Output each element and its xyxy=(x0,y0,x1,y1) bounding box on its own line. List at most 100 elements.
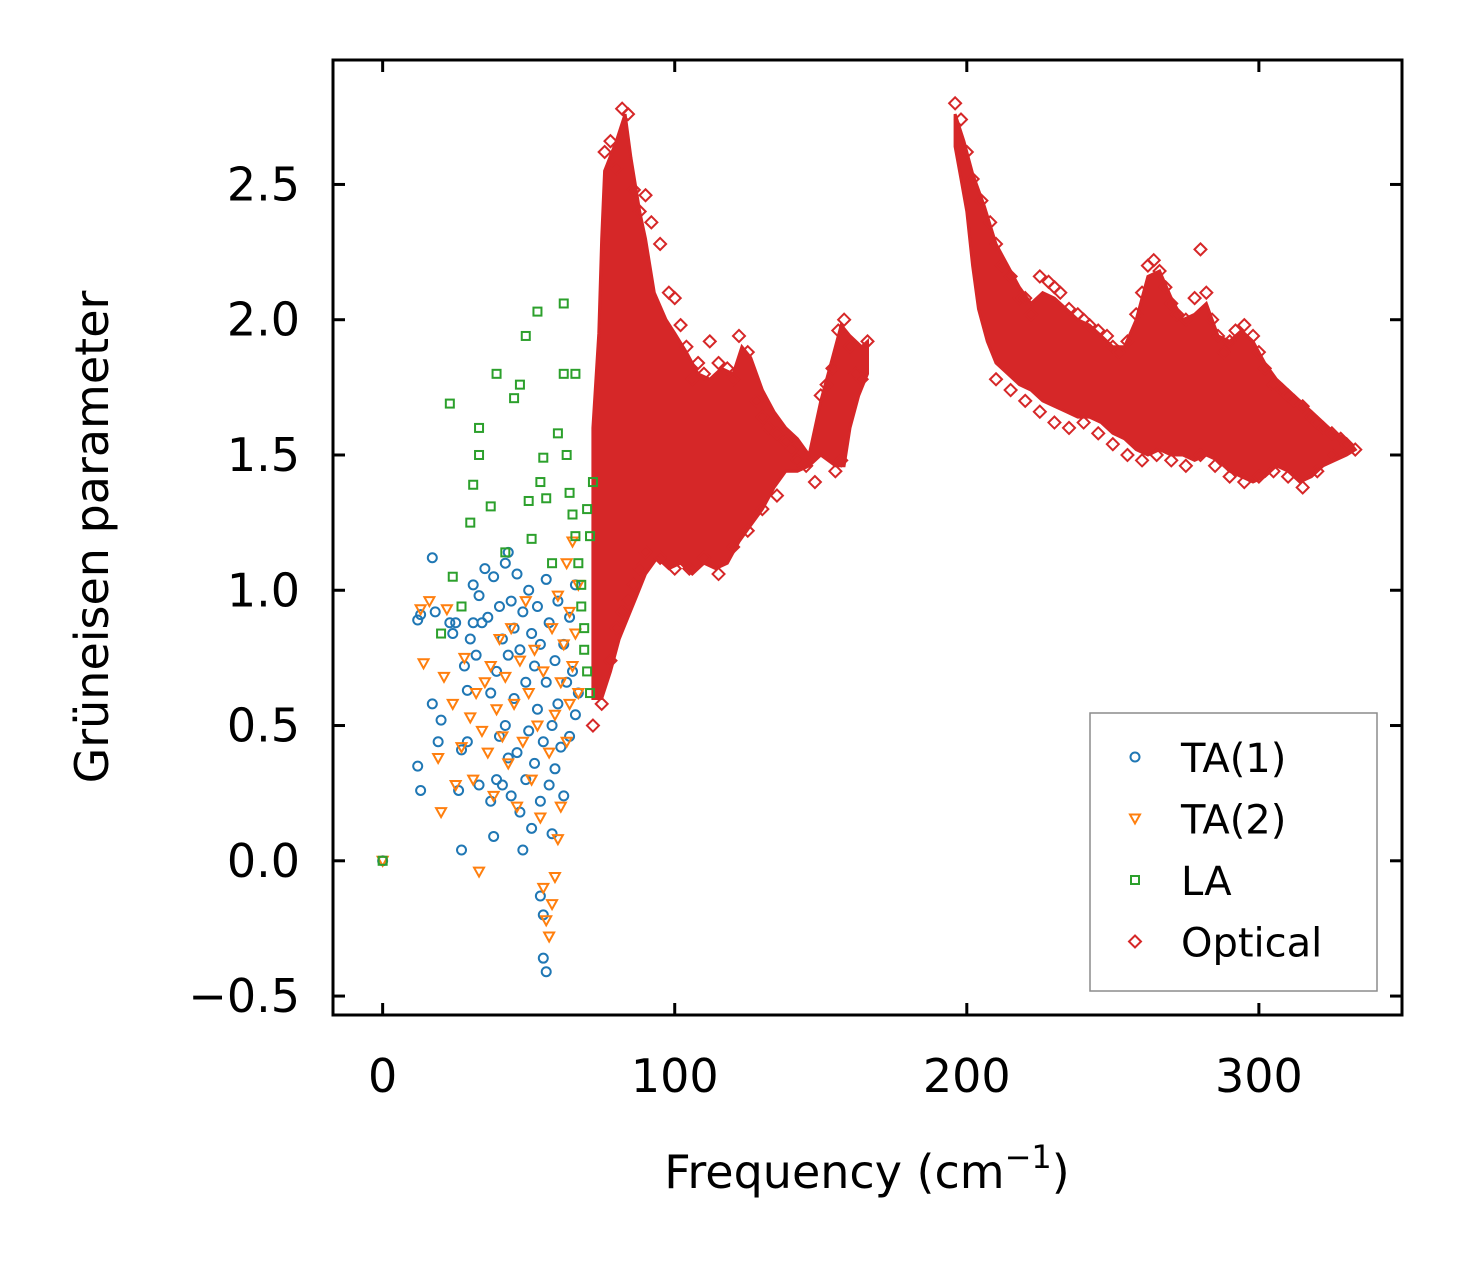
ta-1-point-34 xyxy=(491,665,503,677)
optical-point-131 xyxy=(1149,447,1165,463)
ta-1-point-85 xyxy=(564,611,576,623)
optical-point-98 xyxy=(1198,285,1214,301)
optical-point-101 xyxy=(1216,344,1232,360)
ta-2-point-3 xyxy=(416,658,431,671)
ta-1-point-56 xyxy=(523,584,535,596)
ta-1-point-39 xyxy=(499,557,511,569)
ta-2-point-9 xyxy=(446,698,460,711)
optical-point-133 xyxy=(1178,458,1194,474)
optical-point-97 xyxy=(1193,241,1208,257)
ta-2-point-40 xyxy=(539,915,553,928)
optical-point-51 xyxy=(827,463,843,479)
ta-1-point-3 xyxy=(415,609,427,621)
ta-1-point-54 xyxy=(520,676,532,688)
ta-1-point-48 xyxy=(511,568,523,580)
optical-point-47 xyxy=(842,339,858,355)
optical-point-53 xyxy=(667,561,683,577)
axes-layer xyxy=(331,58,1404,1017)
la-point-30 xyxy=(570,531,581,542)
optical-point-55 xyxy=(696,550,712,566)
ta-1-point-80 xyxy=(552,698,564,710)
ta-2-point-48 xyxy=(551,590,565,603)
la-point-18 xyxy=(532,306,543,317)
optical-point-94 xyxy=(1169,306,1185,322)
ta-1-point-25 xyxy=(473,779,485,791)
la-point-20 xyxy=(538,452,549,463)
ta-1-point-32 xyxy=(488,830,500,842)
y-tick-label-1: 1.0 xyxy=(227,563,300,617)
legend-label-ta-1: TA(1) xyxy=(1180,736,1286,782)
optical-point-52 xyxy=(833,452,849,468)
optical-point-34 xyxy=(754,409,770,425)
ta-1-point-58 xyxy=(526,628,538,640)
ta-2-point-7 xyxy=(437,671,451,684)
optical-dense-region-2 xyxy=(953,113,1358,484)
optical-point-85 xyxy=(1111,344,1127,360)
optical-point-121 xyxy=(1003,382,1019,398)
ta-2-point-38 xyxy=(536,666,550,679)
ta-2-point-25 xyxy=(498,671,513,684)
ta-1-point-88 xyxy=(569,709,581,721)
ta-1-point-62 xyxy=(531,600,543,612)
ta-2-point-12 xyxy=(457,652,472,665)
optical-point-128 xyxy=(1105,436,1121,452)
optical-point-81 xyxy=(1082,317,1097,333)
optical-point-115 xyxy=(1315,420,1331,436)
plot-frame xyxy=(331,58,1404,1017)
ta-1-point-28 xyxy=(482,611,494,623)
optical-point-49 xyxy=(854,371,870,387)
x-axis-label-close: ) xyxy=(1052,1145,1070,1199)
optical-point-119 xyxy=(1347,442,1363,457)
optical-point-15 xyxy=(626,182,642,198)
la-point-6 xyxy=(465,517,476,528)
optical-point-24 xyxy=(684,371,700,387)
ta-1-point-24 xyxy=(473,590,485,602)
ta-2-point-4 xyxy=(422,596,437,609)
ta-1-point-53 xyxy=(517,844,529,856)
optical-point-92 xyxy=(1158,279,1173,295)
la-point-10 xyxy=(485,501,496,512)
ta-1-point-66 xyxy=(534,638,546,650)
optical-point-68 xyxy=(988,236,1004,252)
la-point-29 xyxy=(570,368,581,379)
ta-2-point-46 xyxy=(548,709,562,722)
optical-point-60 xyxy=(769,488,785,503)
la-point-28 xyxy=(567,509,578,520)
la-point-13 xyxy=(509,393,520,404)
ta-2-point-49 xyxy=(554,677,568,690)
optical-point-65 xyxy=(965,171,981,187)
optical-point-112 xyxy=(1295,398,1311,414)
ta-2-point-55 xyxy=(562,698,577,711)
legend-label-optical: Optical xyxy=(1181,921,1322,967)
optical-point-25 xyxy=(690,355,706,371)
ta-2-point-24 xyxy=(495,731,510,744)
optical-point-38 xyxy=(784,442,799,457)
optical-point-74 xyxy=(1032,269,1048,284)
optical-point-11 xyxy=(603,133,618,149)
la-point-33 xyxy=(576,601,587,612)
optical-point-56 xyxy=(711,566,726,582)
optical-point-18 xyxy=(643,214,659,230)
la-point-27 xyxy=(564,487,575,498)
la-point-34 xyxy=(579,623,590,634)
optical-point-23 xyxy=(678,339,694,355)
ta-2-point-57 xyxy=(565,536,580,549)
ta-2-point-56 xyxy=(565,661,580,674)
optical-point-26 xyxy=(696,366,712,382)
optical-point-12 xyxy=(608,160,624,176)
optical-point-106 xyxy=(1251,344,1267,360)
optical-point-54 xyxy=(681,561,697,577)
x-axis-label-main: Frequency (cm xyxy=(664,1145,1004,1199)
optical-point-30 xyxy=(725,371,741,387)
optical-point-71 xyxy=(1011,290,1027,306)
optical-point-105 xyxy=(1245,328,1261,344)
optical-point-108 xyxy=(1266,377,1281,393)
ta-1-point-45 xyxy=(505,790,517,802)
ta-2-point-47 xyxy=(551,834,565,847)
ta-2-point-22 xyxy=(489,704,504,717)
ta-1-point-49 xyxy=(511,747,523,759)
ta-1-point-64 xyxy=(534,890,546,902)
optical-point-130 xyxy=(1134,452,1150,468)
optical-point-86 xyxy=(1120,333,1135,349)
